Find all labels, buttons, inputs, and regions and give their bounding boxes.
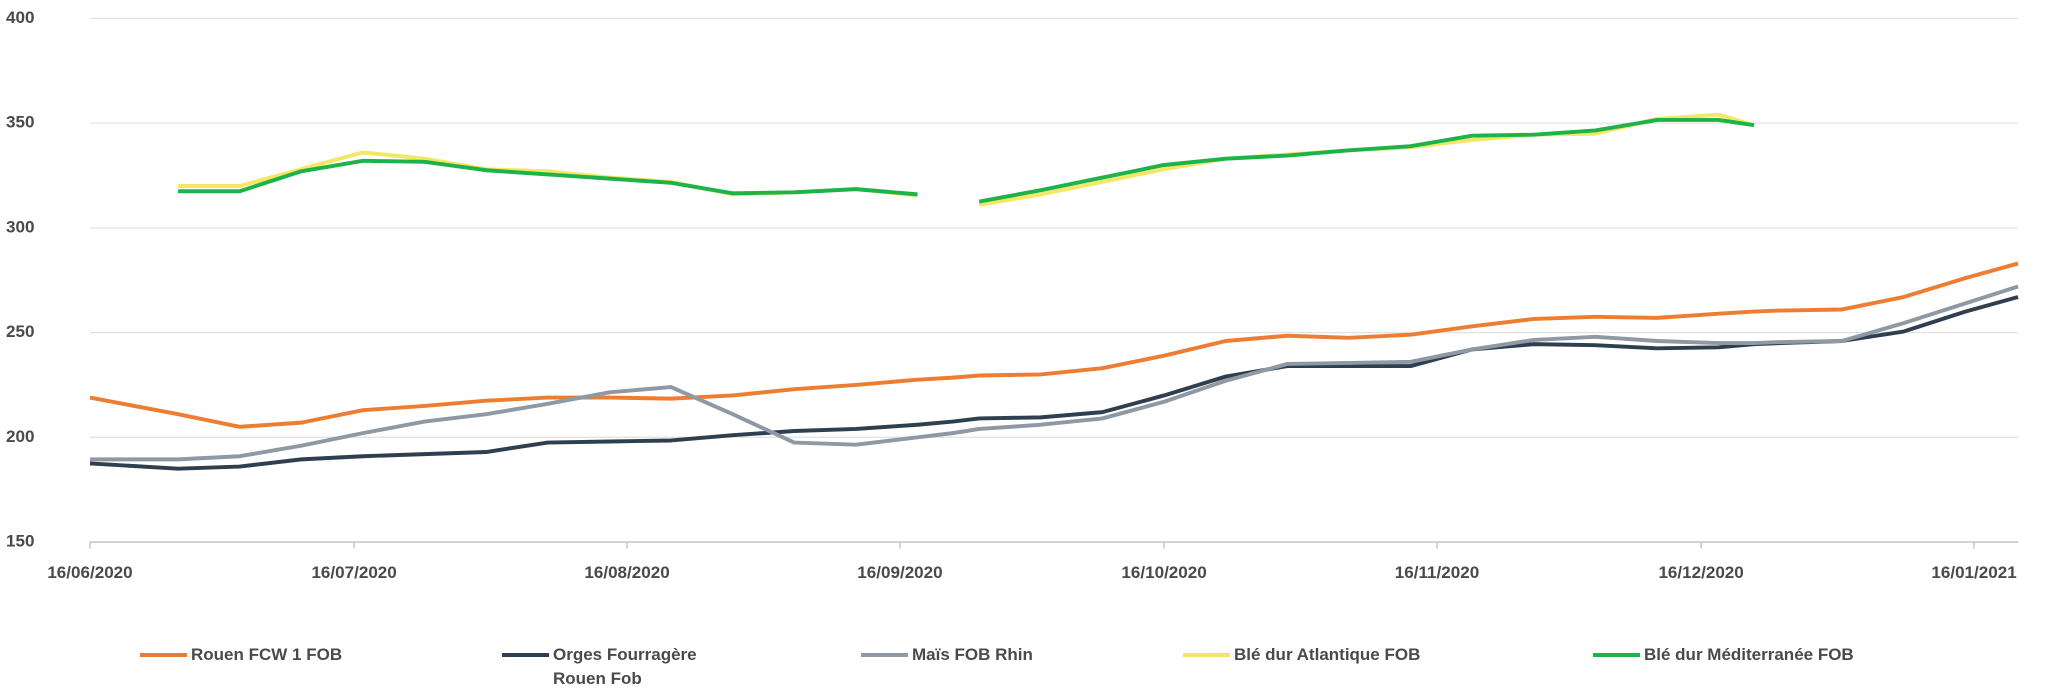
legend-item: Blé dur Atlantique FOB [1183, 643, 1420, 667]
x-tick-label: 16/12/2020 [1658, 563, 1743, 582]
series-line [178, 117, 1755, 204]
x-tick-label: 16/11/2020 [1395, 563, 1479, 582]
y-tick-label: 350 [6, 113, 34, 132]
legend-swatch [1183, 653, 1230, 657]
legend-item: Rouen FCW 1 FOB [140, 643, 342, 667]
legend-swatch [1593, 653, 1640, 657]
x-tick-label: 16/06/2020 [47, 563, 132, 582]
legend: Rouen FCW 1 FOB Orges Fourragère Rouen Fo… [0, 643, 2049, 693]
x-tick-label: 16/10/2020 [1121, 563, 1206, 582]
legend-label: Maïs FOB Rhin [912, 645, 1033, 664]
series-line [89, 295, 2019, 471]
x-tick-label: 16/01/2021 [1931, 563, 2016, 582]
legend-item: Blé dur Méditerranée FOB [1593, 643, 1854, 667]
x-tick-label: 16/07/2020 [311, 563, 396, 582]
legend-label: Blé dur Méditerranée FOB [1644, 645, 1854, 664]
x-tick-label: 16/08/2020 [584, 563, 669, 582]
y-tick-label: 250 [6, 322, 34, 341]
x-tick-label: 16/09/2020 [857, 563, 942, 582]
legend-swatch [140, 653, 187, 657]
y-tick-label: 400 [6, 8, 34, 27]
legend-label: Rouen FCW 1 FOB [191, 645, 343, 664]
series-line [89, 284, 2019, 462]
legend-swatch [502, 653, 549, 657]
series-line [89, 261, 2019, 429]
y-tick-label: 200 [6, 427, 34, 446]
y-tick-label: 300 [6, 217, 34, 236]
legend-item: Orges Fourragère Rouen Fob [502, 643, 728, 691]
legend-label: Orges Fourragère Rouen Fob [553, 645, 697, 688]
legend-label: Blé dur Atlantique FOB [1234, 645, 1421, 664]
legend-swatch [861, 653, 908, 657]
legend-item: Maïs FOB Rhin [861, 643, 1033, 667]
y-tick-label: 150 [6, 532, 34, 551]
